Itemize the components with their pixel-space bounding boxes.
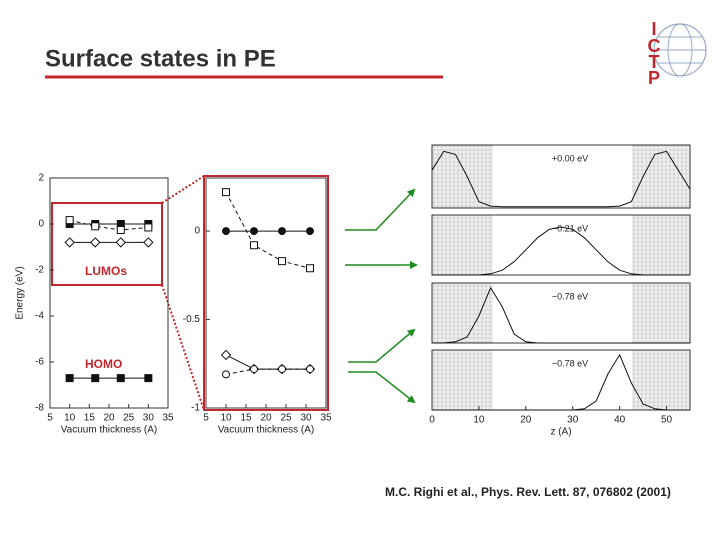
data-point (65, 374, 74, 383)
zoom-frame (203, 175, 329, 411)
y-tick-label: 2 (38, 173, 44, 184)
x-axis-label: Vacuum thickness (A) (218, 425, 315, 436)
x-tick-label: 40 (614, 415, 626, 426)
zoom-connector (161, 175, 205, 204)
x-tick-label: 15 (240, 413, 252, 424)
data-point (64, 237, 75, 248)
data-point (144, 223, 153, 232)
y-tick-label: 0 (38, 219, 44, 230)
plot-frame (49, 177, 169, 409)
data-point (250, 227, 258, 236)
y-tick-label: -4 (35, 311, 44, 322)
plot-frame (431, 214, 691, 276)
x-tick-label: 10 (220, 413, 232, 424)
data-point (116, 374, 125, 383)
bulk-region (632, 350, 690, 410)
annotation: −0.78 eV (552, 291, 588, 301)
zoom-connector (161, 284, 205, 411)
x-tick-label: 30 (300, 413, 312, 424)
data-point (90, 237, 101, 248)
y-tick-label: -2 (35, 265, 44, 276)
x-tick-label: 35 (162, 413, 174, 424)
data-point (306, 264, 314, 273)
bulk-region (432, 145, 493, 208)
data-point (222, 227, 230, 236)
x-tick-label: 5 (203, 413, 209, 424)
bulk-region (432, 350, 493, 410)
logo-letter: C (648, 36, 661, 56)
x-tick-label: 10 (64, 413, 76, 424)
data-line (432, 286, 690, 344)
y-tick-label: -0.5 (183, 314, 201, 325)
x-tick-label: 15 (84, 413, 96, 424)
zoom-box (51, 202, 163, 286)
y-axis-label: Energy (eV) (15, 266, 26, 319)
data-point (65, 216, 74, 225)
x-axis-label: z (A) (550, 427, 571, 438)
annotation: LUMOs (85, 264, 127, 278)
data-line (69, 219, 149, 231)
x-tick-label: 20 (103, 413, 115, 424)
data-point (306, 365, 314, 374)
bulk-region (632, 283, 690, 343)
x-tick-label: 5 (47, 413, 53, 424)
citation: M.C. Righi et al., Phys. Rev. Lett. 87, … (385, 485, 671, 499)
data-point (91, 374, 100, 383)
x-tick-label: 25 (123, 413, 135, 424)
x-tick-label: 10 (473, 415, 485, 426)
data-point (250, 241, 258, 250)
y-tick-label: -1 (191, 403, 200, 414)
x-tick-label: 20 (520, 415, 532, 426)
annotation: +0.00 eV (552, 153, 588, 163)
bulk-region (432, 283, 493, 343)
data-line (432, 226, 690, 276)
data-point (116, 225, 125, 234)
arrows (345, 188, 418, 404)
x-tick-label: 35 (320, 413, 332, 424)
logo-letter: I (651, 19, 656, 39)
data-point (222, 370, 230, 379)
annotation: HOMO (85, 357, 122, 371)
x-tick-label: 0 (429, 415, 435, 426)
data-point (91, 222, 100, 231)
x-axis-label: Vacuum thickness (A) (61, 425, 158, 436)
data-point (144, 374, 153, 383)
data-point (143, 237, 154, 248)
x-tick-label: 30 (567, 415, 579, 426)
logo-letter: P (648, 68, 660, 88)
slide-title: Surface states in PE (45, 45, 276, 72)
data-point (278, 365, 286, 374)
plot-frame (431, 144, 691, 209)
data-point (250, 365, 258, 374)
data-point (306, 227, 314, 236)
x-tick-label: 25 (280, 413, 292, 424)
y-tick-label: -6 (35, 357, 44, 368)
y-tick-label: 0 (194, 226, 200, 237)
data-line (225, 368, 310, 375)
logo-letter: T (649, 52, 660, 72)
data-line (225, 191, 311, 269)
data-line (225, 354, 310, 370)
x-tick-label: 30 (143, 413, 155, 424)
x-tick-label: 20 (260, 413, 272, 424)
bulk-region (632, 145, 690, 208)
data-point (115, 237, 127, 248)
bulk-region (432, 215, 493, 275)
bulk-region (632, 215, 690, 275)
data-point (278, 257, 286, 266)
data-point (222, 188, 230, 197)
logo: I C T P (648, 19, 707, 88)
annotation: −0.78 eV (552, 358, 588, 368)
y-tick-label: -8 (35, 403, 44, 414)
data-line (431, 150, 691, 208)
data-line (432, 353, 690, 411)
x-tick-label: 50 (661, 415, 673, 426)
data-point (220, 349, 232, 361)
data-point (278, 227, 286, 236)
